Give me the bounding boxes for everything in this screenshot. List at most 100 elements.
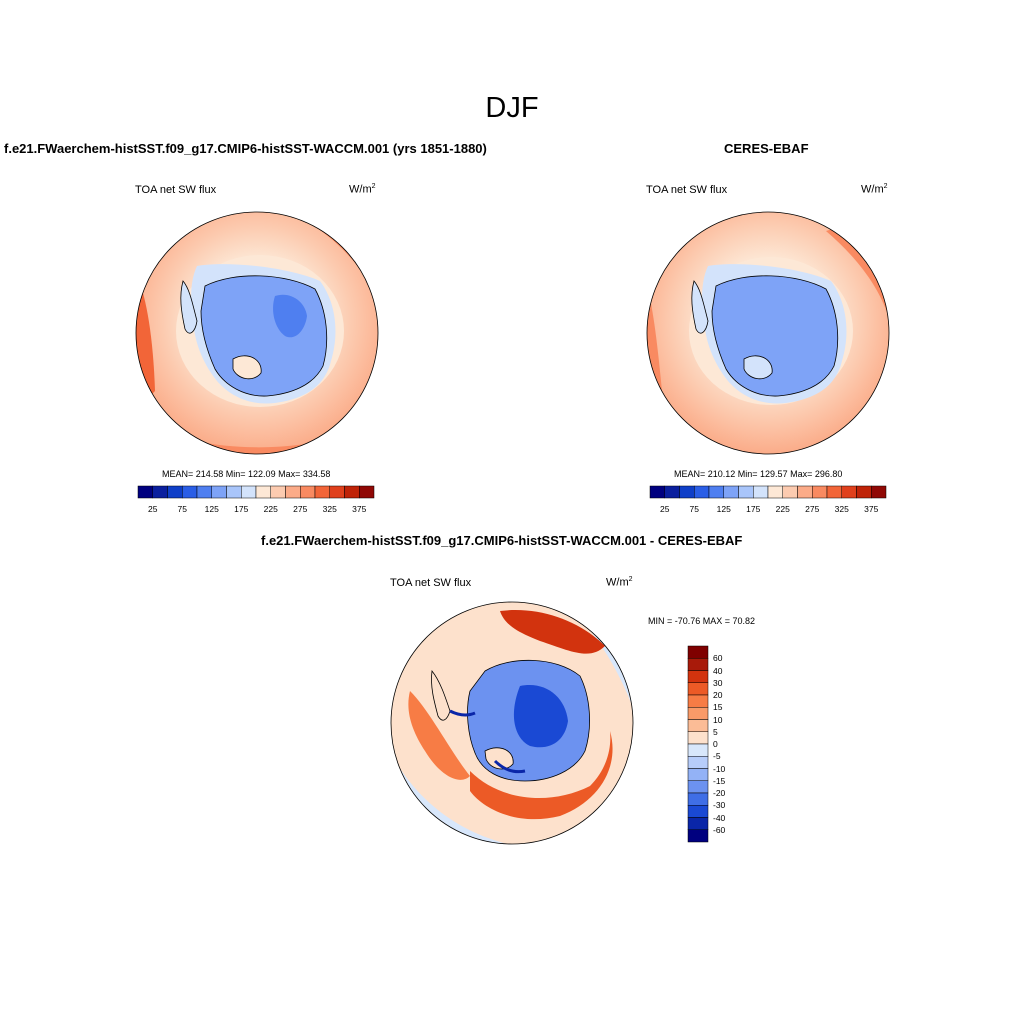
- panel-3-colorbar-tick-label: 5: [713, 726, 718, 737]
- panel-2-variable-label: TOA net SW flux: [646, 184, 728, 196]
- panel-2-colorbar-box: [856, 485, 872, 499]
- panel-3-colorbar-tick-label: -40: [713, 812, 726, 823]
- panel-2-colorbar-box: [708, 485, 724, 499]
- panel-1-colorbar-tick-label: 275: [293, 504, 308, 514]
- panel-2-colorbar-tick-label: 225: [775, 504, 790, 514]
- panel-1-colorbar-box: [137, 485, 153, 499]
- panel-1-colorbar-tick-label: 75: [177, 504, 187, 514]
- panel-1-variable-label: TOA net SW flux: [135, 184, 217, 196]
- panel-3-colorbar-tick-label: -5: [713, 751, 721, 762]
- panel-1-colorbar-tick-label: 325: [322, 504, 337, 514]
- panel-1-colorbar-box: [359, 485, 375, 499]
- panel-2-colorbar-box: [841, 485, 857, 499]
- panel-1-colorbar-tick-label: 225: [263, 504, 278, 514]
- panel-2-colorbar-box: [767, 485, 783, 499]
- panel-2-colorbar-ticks: 25 75 125 175 225 275 325 375: [650, 504, 886, 516]
- panel-3-colorbar-tick-label: 40: [713, 665, 723, 676]
- panel-1-colorbar-box: [344, 485, 360, 499]
- panel-1-colorbar-tick-label: 25: [148, 504, 158, 514]
- panel-1-colorbar-box: [196, 485, 212, 499]
- panel-2-colorbar-box: [738, 485, 754, 499]
- panel-2-colorbar-box: [782, 485, 798, 499]
- panel-3-colorbar-box: [687, 731, 709, 745]
- panel-3-variable-label: TOA net SW flux: [390, 577, 472, 589]
- panel-2-colorbar-tick-label: 175: [746, 504, 761, 514]
- panel-2-colorbar-box: [797, 485, 813, 499]
- panel-2-units-label: W/m2: [861, 183, 888, 196]
- panel-2-colorbar-box: [649, 485, 665, 499]
- panel-1-colorbar-box: [211, 485, 227, 499]
- panel-3-colorbar-box: [687, 694, 709, 708]
- panel-3-colorbar-tick-label: 0: [713, 739, 718, 749]
- panel-3-colorbar-box: [687, 817, 709, 830]
- panel-3-colorbar-box: [687, 682, 709, 696]
- panel-2-title: CERES-EBAF: [724, 141, 809, 156]
- panel-2-colorbar-tick-label: 75: [689, 504, 699, 514]
- panel-2-colorbar-tick-label: 375: [864, 504, 879, 514]
- panel-3-colorbar-box: [687, 805, 709, 818]
- panel-3-colorbar-tick-label: -20: [713, 788, 726, 798]
- panel-3-colorbar-tick-label: -30: [713, 800, 726, 811]
- panel-2-colorbar: [649, 485, 887, 499]
- panel-3-colorbar-box: [687, 670, 709, 683]
- panel-2-colorbar-tick-label: 275: [805, 504, 820, 514]
- panel-3-colorbar-box: [687, 645, 709, 659]
- panel-2-colorbar-box: [664, 485, 680, 499]
- panel-3-colorbar-tick-label: 10: [713, 714, 723, 725]
- panel-3-stats: MIN = -70.76 MAX = 70.82: [648, 616, 756, 626]
- panel-3-colorbar-box: [687, 658, 709, 671]
- panel-2-colorbar-box: [826, 485, 842, 499]
- panel-3-units-label: W/m2: [606, 576, 633, 589]
- panel-1-stats: MEAN= 214.58 Min= 122.09 Max= 334.58: [162, 469, 331, 479]
- panel-3-colorbar-box: [687, 756, 709, 769]
- panel-3-colorbar-box: [687, 719, 709, 732]
- panel-1-colorbar-ticks: 25 75 125 175 225 275 325 375: [138, 504, 374, 516]
- panel-1-colorbar-tick-label: 375: [352, 504, 367, 514]
- panel-1-polar-map: [135, 211, 379, 455]
- panel-1-colorbar-box: [152, 485, 168, 499]
- panel-1-colorbar-box: [241, 485, 257, 499]
- panel-3-colorbar-box: [687, 792, 709, 806]
- panel-3-colorbar-tick-label: 20: [713, 690, 723, 700]
- panel-2-colorbar-box: [694, 485, 710, 499]
- panel-3-colorbar-box: [687, 829, 709, 843]
- panel-2-colorbar-tick-label: 125: [716, 504, 731, 514]
- panel-3-colorbar-tick-label: -10: [713, 763, 726, 774]
- panel-1-colorbar: [137, 485, 375, 499]
- panel-3-polar-map: [390, 601, 634, 845]
- panel-3-colorbar-box: [687, 780, 709, 794]
- panel-2-colorbar-box: [679, 485, 695, 499]
- panel-2-colorbar-box: [753, 485, 769, 499]
- panel-2-colorbar-box: [723, 485, 739, 499]
- panel-1-colorbar-tick-label: 125: [204, 504, 219, 514]
- panel-3-title: f.e21.FWaerchem-histSST.f09_g17.CMIP6-hi…: [261, 533, 743, 548]
- panel-3-colorbar-tick-label: 60: [713, 653, 723, 664]
- panel-1-colorbar-box: [270, 485, 286, 499]
- panel-2-colorbar-tick-label: 325: [834, 504, 849, 514]
- panel-1-colorbar-box: [314, 485, 330, 499]
- panel-2-colorbar-tick-label: 25: [660, 504, 670, 514]
- panel-3-colorbar-tick-label: -15: [713, 775, 726, 786]
- panel-1-units-label: W/m2: [349, 183, 376, 196]
- panel-2-antarctica: [711, 275, 839, 397]
- panel-3-positive-anomaly-region: [408, 691, 470, 780]
- panel-3-colorbar-tick-label: 30: [713, 677, 723, 688]
- figure-title: DJF: [485, 92, 539, 124]
- panel-1-title: f.e21.FWaerchem-histSST.f09_g17.CMIP6-hi…: [4, 141, 487, 156]
- panel-1-colorbar-box: [255, 485, 271, 499]
- panel-1-colorbar-box: [182, 485, 198, 499]
- panel-2-colorbar-box: [812, 485, 828, 499]
- panel-2-stats: MEAN= 210.12 Min= 129.57 Max= 296.80: [674, 469, 843, 479]
- panel-2-polar-map: [646, 211, 890, 455]
- panel-1-colorbar-box: [167, 485, 183, 499]
- panel-2-colorbar-box: [871, 485, 887, 499]
- panel-3-colorbar-box: [687, 768, 709, 781]
- panel-3-colorbar-tick-label: 15: [713, 702, 723, 713]
- panel-3-colorbar-box: [687, 743, 709, 757]
- panel-1-colorbar-box: [300, 485, 316, 499]
- panel-1-colorbar-tick-label: 175: [234, 504, 249, 514]
- panel-3-colorbar: [687, 645, 709, 843]
- panel-3-colorbar-tick-label: -60: [713, 824, 726, 835]
- panel-1-colorbar-box: [329, 485, 345, 499]
- panel-1-colorbar-box: [226, 485, 242, 499]
